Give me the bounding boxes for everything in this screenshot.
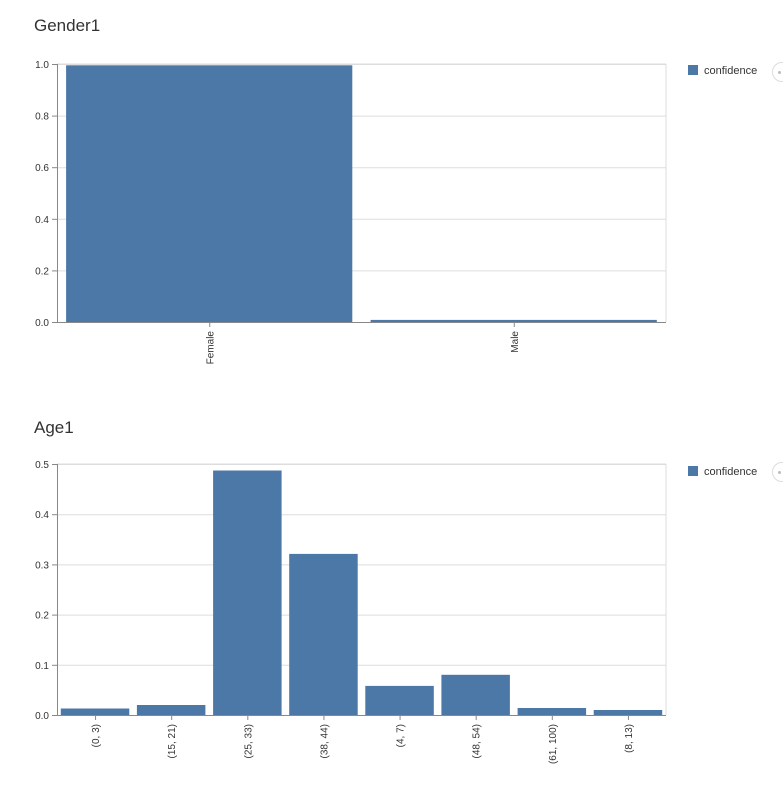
x-tick-label: (4, 7) xyxy=(396,724,407,747)
bar-25-33 xyxy=(213,470,282,715)
y-tick-label: 0.0 xyxy=(35,318,49,329)
y-tick-label: 0.3 xyxy=(35,560,49,571)
legend-label: confidence xyxy=(704,466,757,478)
x-tick-label: (0, 3) xyxy=(91,724,102,747)
y-tick-label: 0.4 xyxy=(35,215,49,226)
bar-38-44 xyxy=(289,553,358,715)
y-tick-label: 0.5 xyxy=(35,460,49,471)
x-tick-label: Female xyxy=(205,331,216,365)
y-tick-label: 0.0 xyxy=(35,711,49,722)
legend-swatch xyxy=(688,65,698,75)
bar-15-21 xyxy=(136,705,206,715)
y-tick-label: 1.0 xyxy=(35,60,49,71)
bar-female xyxy=(66,65,353,323)
y-tick-label: 0.2 xyxy=(35,611,49,622)
bar-8-13 xyxy=(593,710,663,715)
chart-title-age: Age1 xyxy=(34,418,74,437)
gender-bar-chart: 0.0 0.2 0.4 0.6 0.8 1.0 Female Male confidence xyxy=(35,60,757,365)
bar-0-3 xyxy=(60,708,130,715)
bar-61-100 xyxy=(517,708,587,715)
x-tick-label: (38, 44) xyxy=(319,724,330,758)
legend-swatch xyxy=(688,466,698,476)
y-tick-label: 0.8 xyxy=(35,112,49,123)
x-tick-label: (61, 100) xyxy=(548,724,559,764)
y-tick-label: 0.4 xyxy=(35,510,49,521)
x-tick-label: (48, 54) xyxy=(472,724,483,758)
age-bar-chart: 0.0 0.1 0.2 0.3 0.4 0.5 (0, 3) (15, 21) (25, 33)… xyxy=(35,460,757,764)
chart-title-gender: Gender1 xyxy=(34,16,101,35)
x-tick-label: (15, 21) xyxy=(167,724,178,758)
y-tick-label: 0.6 xyxy=(35,163,49,174)
x-tick-label: Male xyxy=(510,331,521,353)
legend-label: confidence xyxy=(704,65,757,77)
y-tick-label: 0.1 xyxy=(35,661,49,672)
bar-4-7 xyxy=(365,685,434,715)
x-tick-label: (25, 33) xyxy=(243,724,254,758)
bar-male xyxy=(370,319,657,322)
bar-48-54 xyxy=(441,674,510,715)
y-tick-label: 0.2 xyxy=(35,266,49,277)
x-tick-label: (8, 13) xyxy=(624,724,635,753)
